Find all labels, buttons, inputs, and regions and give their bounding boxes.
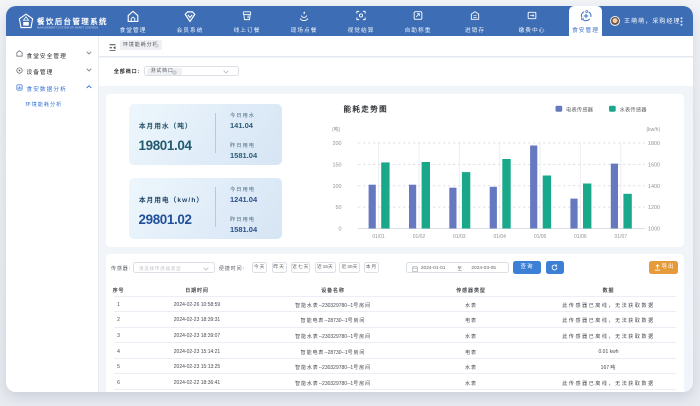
svg-text:(吨): (吨) [332, 126, 341, 133]
svg-text:01/04: 01/04 [493, 234, 506, 240]
svg-text:1600: 1600 [648, 162, 660, 168]
svg-text:200: 200 [333, 141, 342, 147]
svg-text:01/03: 01/03 [453, 234, 466, 240]
svg-text:水表传感器: 水表传感器 [620, 106, 648, 114]
svg-text:0: 0 [339, 227, 342, 233]
svg-text:01/02: 01/02 [413, 234, 426, 240]
svg-text:01/05: 01/05 [534, 234, 547, 240]
svg-text:150: 150 [333, 162, 342, 168]
svg-text:1800: 1800 [648, 141, 660, 147]
svg-text:1400: 1400 [648, 184, 660, 190]
svg-text:01/01: 01/01 [372, 234, 385, 240]
svg-text:电表传感器: 电表传感器 [566, 106, 594, 114]
svg-text:50: 50 [336, 205, 342, 211]
svg-text:(kw/h): (kw/h) [647, 127, 661, 133]
svg-text:能耗走势图: 能耗走势图 [344, 104, 389, 114]
svg-text:1200: 1200 [648, 205, 660, 211]
svg-text:01/06: 01/06 [574, 234, 587, 240]
svg-text:100: 100 [333, 184, 342, 190]
svg-text:01/07: 01/07 [615, 234, 628, 240]
svg-text:1000: 1000 [648, 227, 660, 233]
